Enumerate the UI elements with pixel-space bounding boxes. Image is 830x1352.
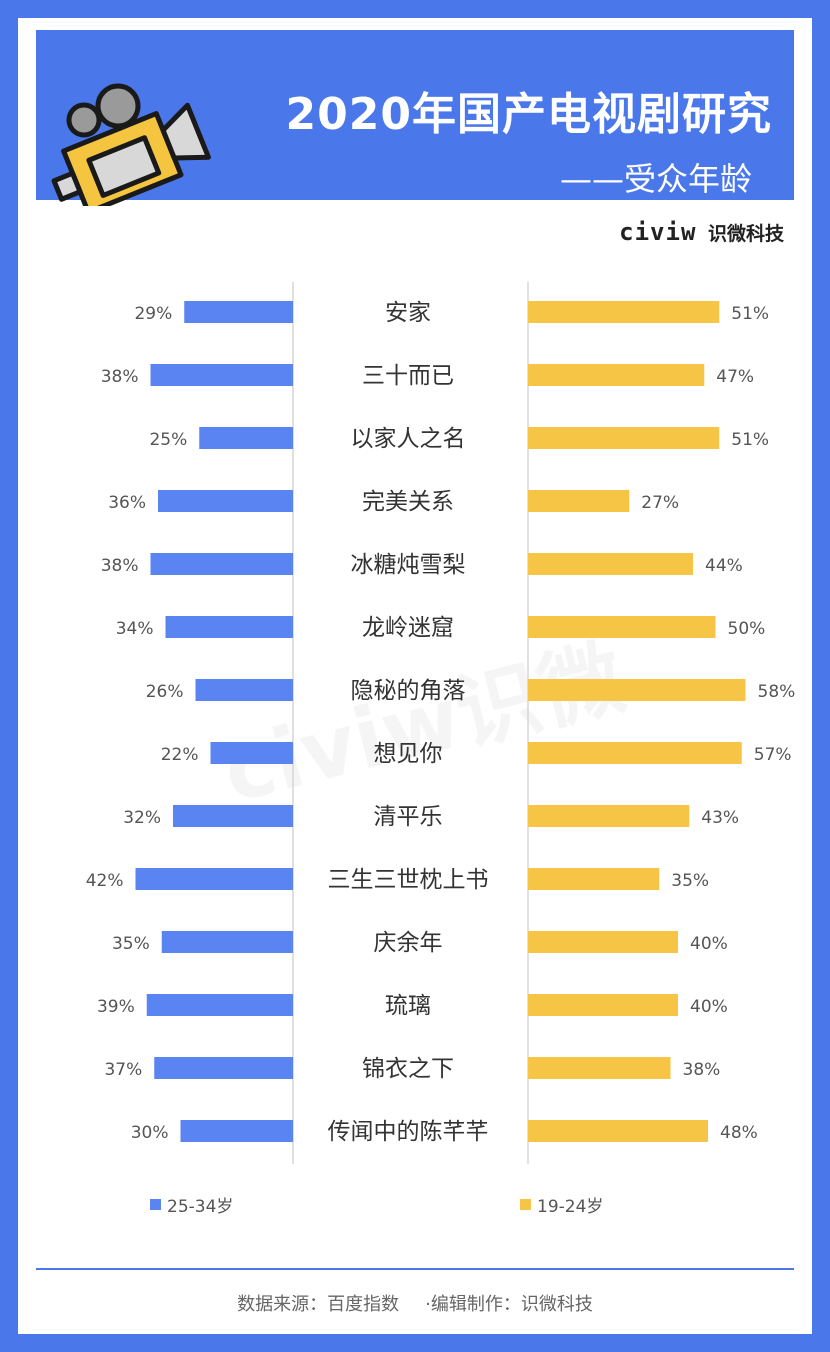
category-label: 三生三世枕上书 bbox=[328, 867, 489, 893]
bar-left bbox=[195, 679, 293, 701]
bar-left bbox=[165, 616, 293, 638]
data-label-left: 37% bbox=[104, 1060, 142, 1080]
data-label-right: 43% bbox=[701, 808, 739, 828]
data-label-right: 51% bbox=[731, 430, 769, 450]
legend-item-left: 25-34岁 bbox=[150, 1192, 233, 1217]
page-title: 2020年国产电视剧研究 bbox=[285, 89, 772, 140]
bar-right bbox=[528, 805, 690, 827]
bar-left bbox=[180, 1120, 293, 1142]
bar-right bbox=[528, 994, 678, 1016]
bar-left bbox=[150, 364, 293, 386]
footer-source: 数据来源：百度指数 bbox=[237, 1294, 400, 1315]
category-label: 琉璃 bbox=[385, 993, 431, 1019]
data-label-right: 27% bbox=[641, 493, 679, 513]
bar-right bbox=[528, 364, 705, 386]
bar-right bbox=[528, 616, 716, 638]
bar-right bbox=[528, 931, 678, 953]
bar-left bbox=[146, 994, 293, 1016]
data-label-left: 38% bbox=[101, 367, 139, 387]
bar-left bbox=[199, 427, 293, 449]
category-label: 隐秘的角落 bbox=[351, 678, 466, 704]
data-label-left: 22% bbox=[161, 745, 199, 765]
brand-mark: civiw 识微科技 bbox=[619, 218, 784, 246]
footer: 数据来源：百度指数 ·编辑制作：识微科技 bbox=[18, 1290, 812, 1316]
bar-left bbox=[135, 868, 293, 890]
brand-name: 识微科技 bbox=[707, 223, 784, 245]
legend-item-right: 19-24岁 bbox=[520, 1192, 603, 1217]
bar-left bbox=[161, 931, 293, 953]
data-label-left: 25% bbox=[149, 430, 187, 450]
category-label: 锦衣之下 bbox=[362, 1056, 454, 1082]
bar-right bbox=[528, 1120, 708, 1142]
data-label-right: 48% bbox=[720, 1123, 758, 1143]
data-label-left: 34% bbox=[116, 619, 154, 639]
legend-swatch-right bbox=[520, 1199, 531, 1210]
bar-left bbox=[154, 1057, 293, 1079]
brand-logo: civiw bbox=[619, 218, 697, 246]
bar-right bbox=[528, 868, 660, 890]
data-label-right: 40% bbox=[690, 934, 728, 954]
data-label-left: 39% bbox=[97, 997, 135, 1017]
category-label: 庆余年 bbox=[374, 930, 443, 956]
bar-right bbox=[528, 553, 693, 575]
category-label: 传闻中的陈芊芊 bbox=[328, 1119, 489, 1145]
bar-right bbox=[528, 427, 720, 449]
data-label-left: 29% bbox=[134, 304, 172, 324]
category-label: 冰糖炖雪梨 bbox=[351, 552, 466, 578]
category-label: 想见你 bbox=[374, 741, 443, 767]
data-label-left: 35% bbox=[112, 934, 150, 954]
category-label: 以家人之名 bbox=[351, 426, 466, 452]
category-label: 龙岭迷窟 bbox=[362, 615, 454, 641]
data-label-right: 40% bbox=[690, 997, 728, 1017]
footer-divider bbox=[36, 1268, 794, 1270]
bar-right bbox=[528, 1057, 671, 1079]
bar-left bbox=[173, 805, 293, 827]
data-label-right: 38% bbox=[683, 1060, 721, 1080]
category-label: 三十而已 bbox=[362, 363, 454, 389]
bar-right bbox=[528, 301, 720, 323]
data-label-right: 35% bbox=[671, 871, 709, 891]
category-label: 完美关系 bbox=[362, 489, 454, 515]
data-label-right: 57% bbox=[754, 745, 792, 765]
data-label-right: 44% bbox=[705, 556, 743, 576]
data-label-right: 50% bbox=[728, 619, 766, 639]
data-label-left: 32% bbox=[123, 808, 161, 828]
bar-right bbox=[528, 490, 630, 512]
film-camera-icon bbox=[51, 83, 211, 206]
category-label: 安家 bbox=[385, 300, 431, 326]
data-label-left: 42% bbox=[86, 871, 124, 891]
data-label-left: 30% bbox=[131, 1123, 169, 1143]
data-label-left: 26% bbox=[146, 682, 184, 702]
page-subtitle: ——受众年龄 bbox=[559, 160, 752, 198]
category-label: 清平乐 bbox=[374, 804, 443, 830]
footer-editor: ·编辑制作：识微科技 bbox=[425, 1294, 593, 1315]
data-label-right: 47% bbox=[716, 367, 754, 387]
bar-left bbox=[150, 553, 293, 575]
bar-right bbox=[528, 679, 746, 701]
bar-left bbox=[158, 490, 293, 512]
data-label-right: 51% bbox=[731, 304, 769, 324]
data-label-left: 36% bbox=[108, 493, 146, 513]
butterfly-bar-chart: 29% 51% 安家 38% 47% 三十而已 25% 51% 以家人之名 36% 27% 完美关系 3… bbox=[86, 282, 796, 1164]
legend-label-left: 25-34岁 bbox=[167, 1197, 234, 1217]
bar-left bbox=[184, 301, 293, 323]
legend-label-right: 19-24岁 bbox=[537, 1197, 604, 1217]
data-label-right: 58% bbox=[758, 682, 796, 702]
header-banner: 2020年国产电视剧研究 ——受众年龄 bbox=[36, 30, 794, 206]
data-label-left: 38% bbox=[101, 556, 139, 576]
bar-left bbox=[210, 742, 293, 764]
legend-swatch-left bbox=[150, 1199, 161, 1210]
bar-right bbox=[528, 742, 742, 764]
